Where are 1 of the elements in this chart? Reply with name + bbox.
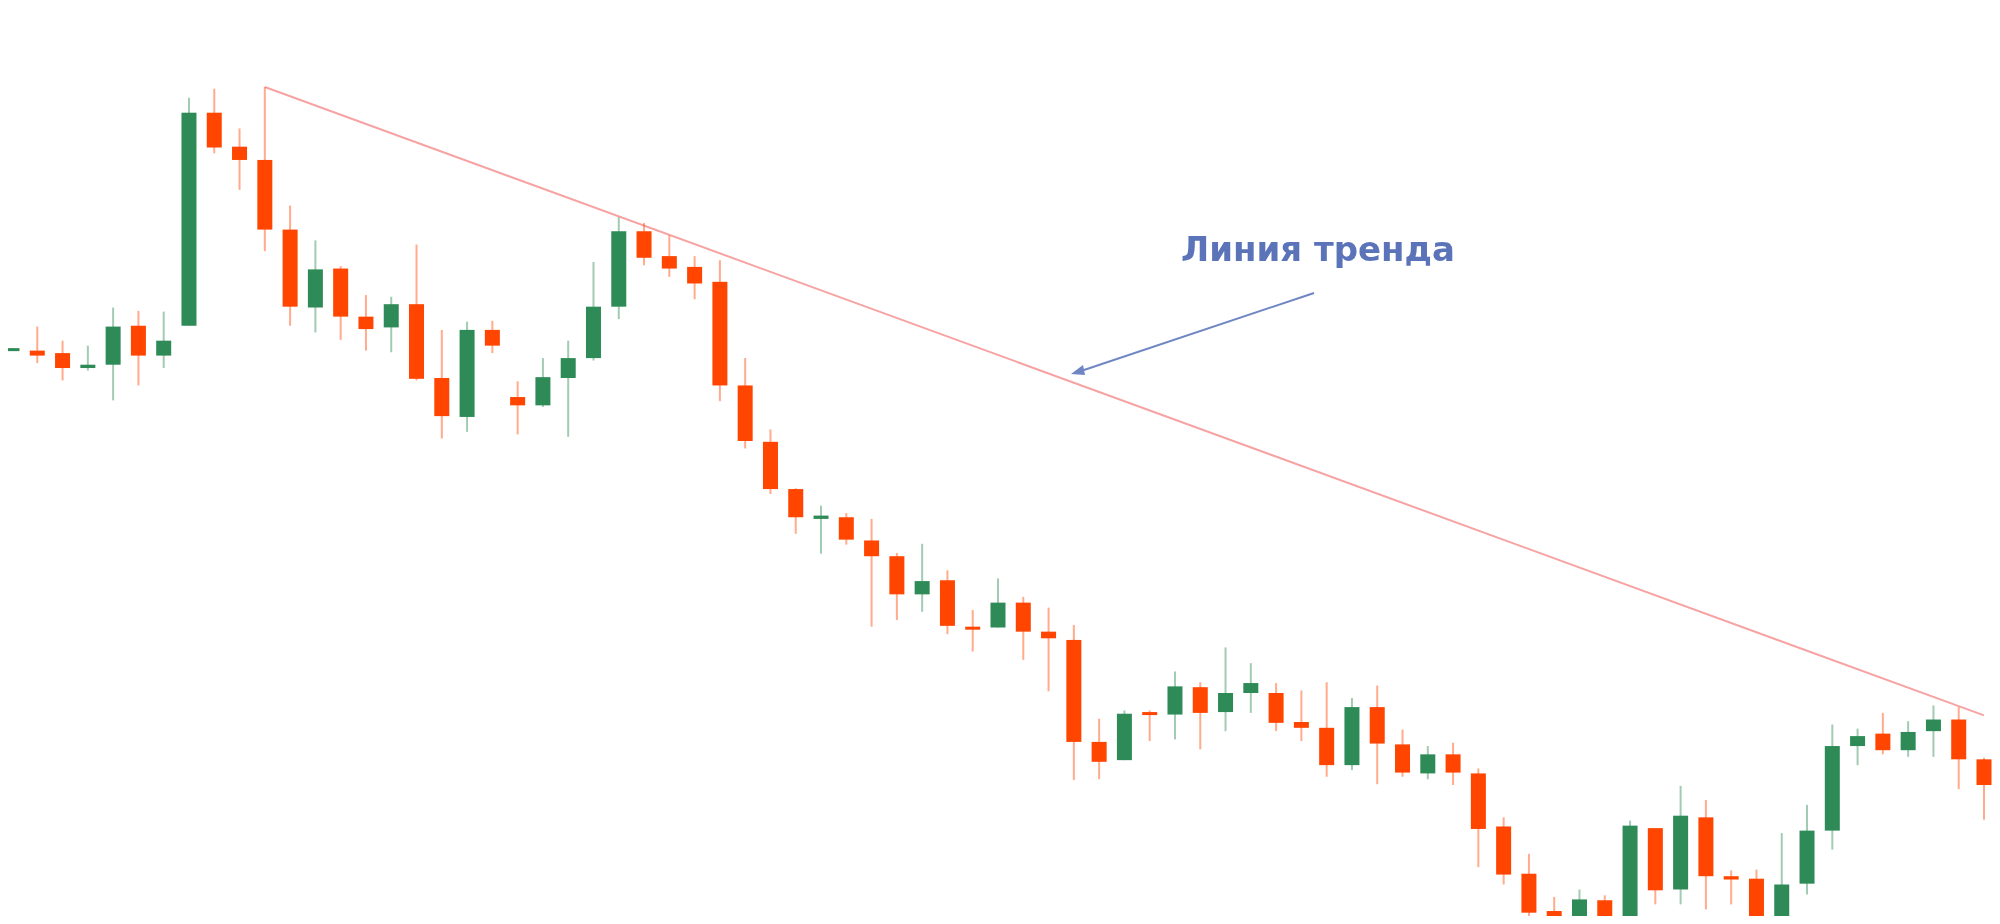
annotation: Линия тренда — [1180, 229, 1456, 269]
